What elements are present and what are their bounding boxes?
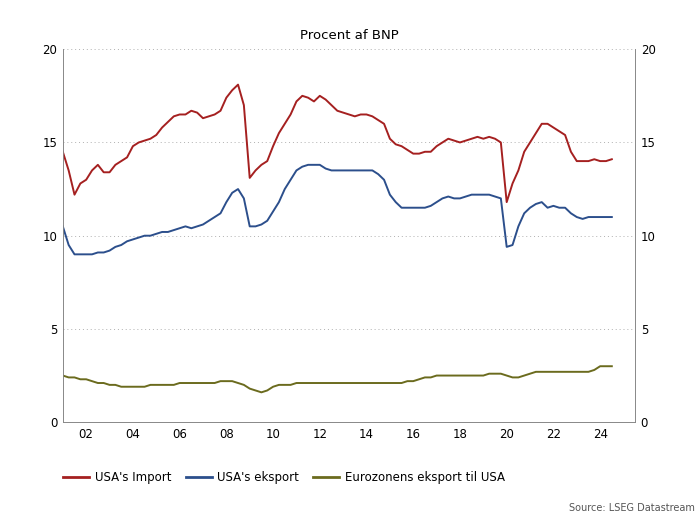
Legend: USA's Import, USA's eksport, Eurozonens eksport til USA: USA's Import, USA's eksport, Eurozonens … (63, 471, 505, 484)
Title: Procent af BNP: Procent af BNP (299, 30, 399, 42)
Text: Source: LSEG Datastream: Source: LSEG Datastream (569, 503, 695, 513)
